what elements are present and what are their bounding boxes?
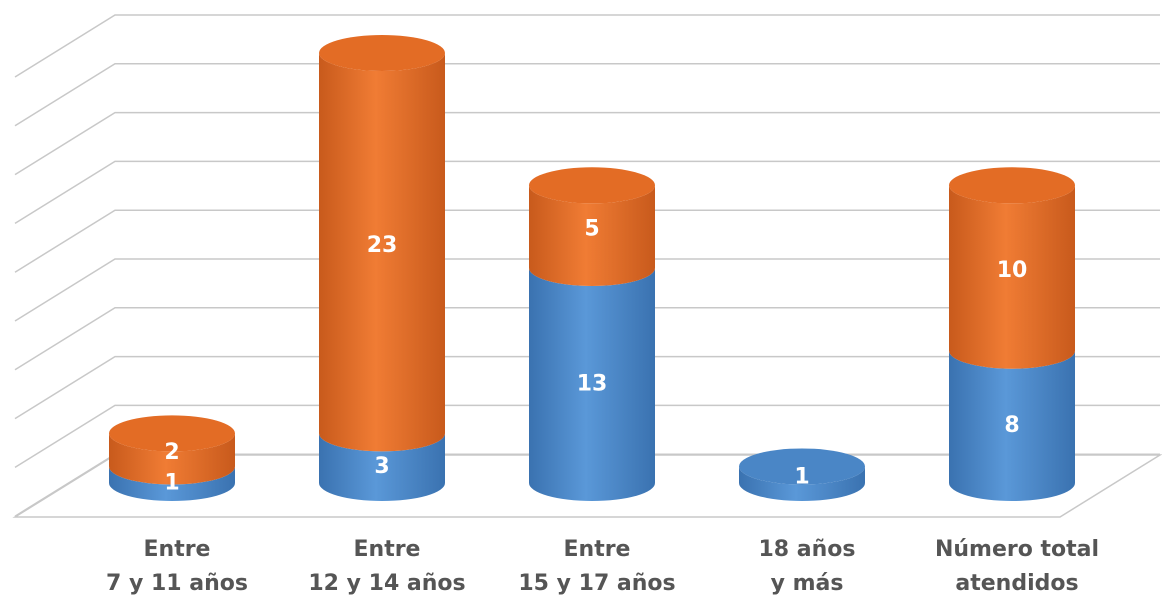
x-tick-label: 7 y 11 años (106, 571, 248, 596)
wall-line (14, 404, 1160, 469)
cylinder-segment (529, 268, 655, 501)
wall-line (14, 111, 1160, 176)
wall-line (14, 355, 1160, 420)
data-label: 5 (584, 217, 599, 242)
data-label: 3 (374, 454, 389, 479)
cylinder-top (739, 448, 865, 485)
x-tick-label: y más (771, 571, 844, 596)
cylinder-segment (319, 433, 445, 501)
cylinder-segment (949, 185, 1075, 369)
wall-line (14, 209, 1160, 273)
wall-line (14, 14, 1160, 78)
data-label: 23 (367, 233, 398, 258)
x-tick-label: 15 y 17 años (518, 571, 675, 596)
cylinder-segment (949, 350, 1075, 501)
floor (12, 454, 1162, 518)
x-tick-label: Entre (144, 537, 211, 562)
cylinder-segment (109, 466, 235, 501)
x-tick-label: 18 años (759, 537, 856, 562)
wall-line (14, 258, 1160, 322)
cylinder-segment (529, 185, 655, 286)
wall-line (14, 160, 1160, 225)
cylinder-top (949, 167, 1075, 204)
cylinder-top (529, 167, 655, 204)
cylinder-segment (739, 466, 865, 501)
data-label: 8 (1004, 413, 1019, 438)
x-tick-label: Número total (935, 537, 1099, 562)
x-tick-label: 12 y 14 años (308, 571, 465, 596)
data-label: 10 (997, 258, 1028, 283)
plot: 1 2 Entre 7 y 11 años 3 23 Entre 12 y 14 años 13… (106, 35, 1099, 596)
cylinder-top (109, 415, 235, 452)
wall-line (14, 307, 1160, 371)
cylinder-segment (109, 433, 235, 485)
x-tick-label: atendidos (955, 571, 1078, 596)
cylinder-segment (319, 53, 445, 452)
wall-line (14, 63, 1160, 127)
cylinder-top (319, 35, 445, 71)
x-tick-label: Entre (564, 537, 631, 562)
data-label: 2 (164, 440, 179, 465)
data-label: 13 (577, 372, 608, 397)
x-tick-label: Entre (354, 537, 421, 562)
data-label: 1 (164, 471, 179, 496)
data-label: 1 (794, 465, 809, 490)
